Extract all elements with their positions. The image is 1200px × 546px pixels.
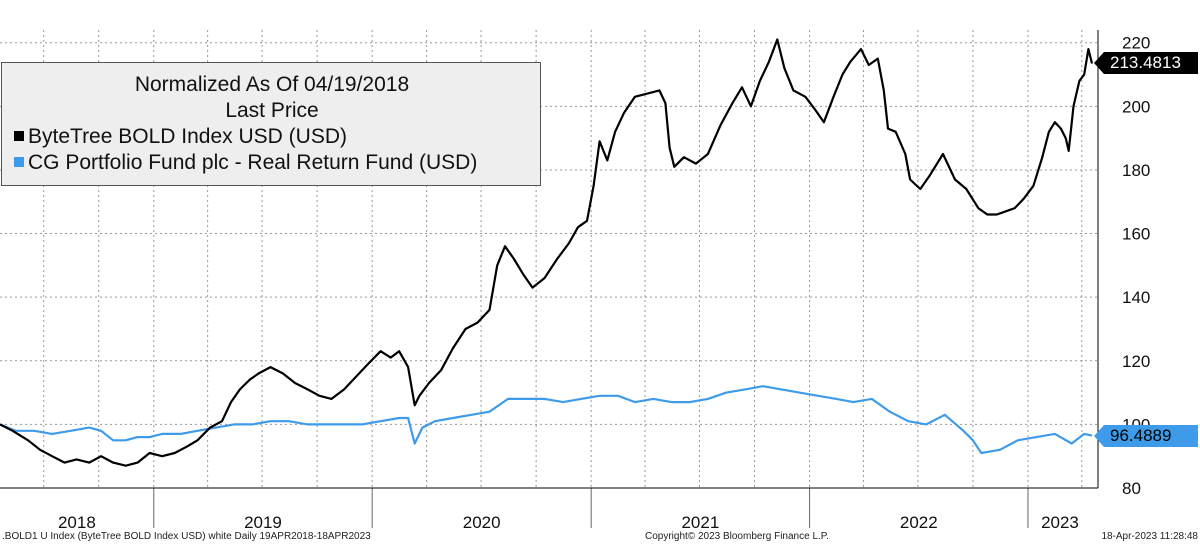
year-label: 2023 bbox=[1041, 513, 1079, 532]
year-label: 2022 bbox=[900, 513, 938, 532]
legend-entry-cg-portfolio: CG Portfolio Fund plc - Real Return Fund… bbox=[2, 151, 542, 175]
series-bytetree-bold-line bbox=[0, 38, 1094, 467]
legend-swatch-bytetree bbox=[14, 131, 24, 141]
y-tick-label: 140 bbox=[1122, 288, 1150, 307]
legend: Normalized As Of 04/19/2018 Last Price B… bbox=[1, 62, 541, 186]
footer-timestamp: 18-Apr-2023 11:28:48 bbox=[1101, 531, 1198, 542]
year-label: 2018 bbox=[58, 513, 96, 532]
y-tick-label: 80 bbox=[1122, 479, 1141, 498]
y-tick-label: 180 bbox=[1122, 161, 1150, 180]
footer-source: .BOLD1 U Index (ByteTree BOLD Index USD)… bbox=[2, 531, 371, 542]
series-cg-portfolio-line bbox=[0, 385, 1093, 455]
y-tick-label: 120 bbox=[1122, 352, 1150, 371]
year-label: 2020 bbox=[463, 513, 501, 532]
legend-swatch-cg-portfolio bbox=[14, 157, 24, 167]
year-label: 2019 bbox=[244, 513, 282, 532]
legend-entry-bytetree: ByteTree BOLD Index USD (USD) bbox=[2, 125, 542, 149]
year-labels: 2018 2019 2020 2021 2022 2023 bbox=[58, 513, 1079, 532]
legend-subtitle: Last Price bbox=[225, 99, 319, 122]
year-label: 2021 bbox=[681, 513, 719, 532]
y-tick-label: 200 bbox=[1122, 97, 1150, 116]
legend-label-bytetree: ByteTree BOLD Index USD (USD) bbox=[28, 125, 347, 148]
y-tick-label: 160 bbox=[1122, 225, 1150, 244]
last-value-label-cg-portfolio: 96.4889 bbox=[1094, 425, 1198, 447]
footer-copyright: Copyright© 2023 Bloomberg Finance L.P. bbox=[645, 531, 829, 542]
y-tick-label: 220 bbox=[1122, 34, 1150, 53]
last-value-label-bytetree: 213.4813 bbox=[1094, 52, 1198, 74]
legend-label-cg-portfolio: CG Portfolio Fund plc - Real Return Fund… bbox=[28, 151, 478, 174]
legend-title: Normalized As Of 04/19/2018 bbox=[134, 73, 410, 96]
